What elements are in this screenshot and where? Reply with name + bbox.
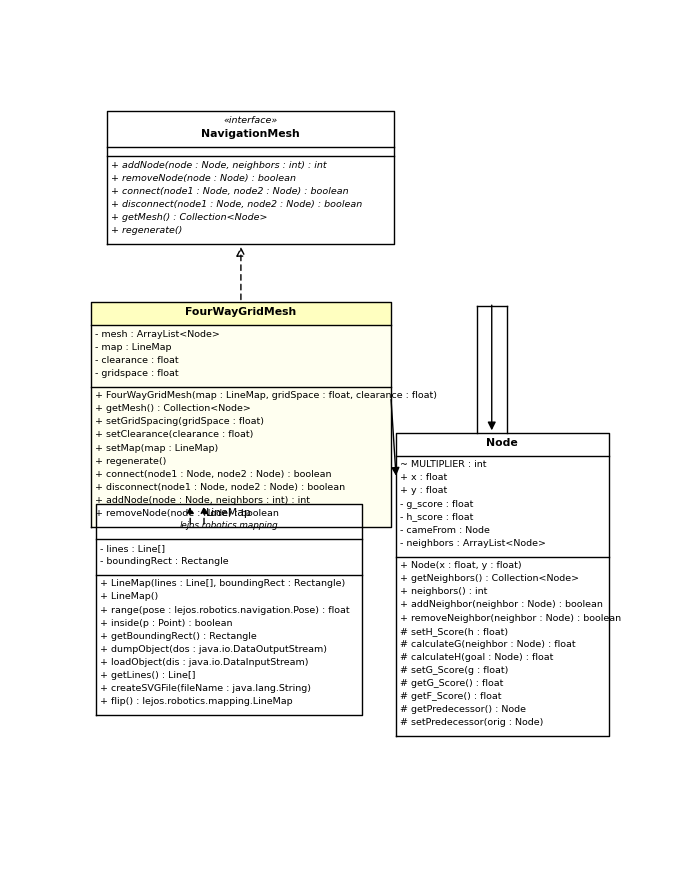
Bar [107, 111, 393, 244]
Text: # setG_Score(g : float): # setG_Score(g : float) [401, 665, 509, 675]
Text: + flip() : lejos.robotics.mapping.LineMap: + flip() : lejos.robotics.mapping.LineMa… [101, 697, 293, 706]
Text: LineMap: LineMap [206, 509, 252, 518]
Text: # getG_Score() : float: # getG_Score() : float [401, 679, 503, 688]
Text: + removeNode(node : Node) : boolean: + removeNode(node : Node) : boolean [111, 174, 296, 183]
Text: + loadObject(dis : java.io.DataInputStream): + loadObject(dis : java.io.DataInputStre… [101, 658, 309, 667]
Bar [107, 111, 393, 147]
Text: + y : float: + y : float [401, 487, 448, 496]
Text: # calculateG(neighbor : Node) : float: # calculateG(neighbor : Node) : float [401, 639, 576, 649]
Text: + setGridSpacing(gridSpace : float): + setGridSpacing(gridSpace : float) [95, 417, 264, 427]
Bar [91, 302, 391, 527]
Text: + regenerate(): + regenerate() [95, 456, 166, 466]
Text: + range(pose : lejos.robotics.navigation.Pose) : float: + range(pose : lejos.robotics.navigation… [101, 605, 350, 615]
Text: - clearance : float: - clearance : float [95, 355, 179, 365]
Text: - mesh : ArrayList<Node>: - mesh : ArrayList<Node> [95, 329, 220, 339]
Text: + Node(x : float, y : float): + Node(x : float, y : float) [401, 561, 522, 571]
Text: + dumpObject(dos : java.io.DataOutputStream): + dumpObject(dos : java.io.DataOutputStr… [101, 645, 327, 654]
Text: + inside(p : Point) : boolean: + inside(p : Point) : boolean [101, 618, 233, 628]
Text: + LineMap(lines : Line[], boundingRect : Rectangle): + LineMap(lines : Line[], boundingRect :… [101, 579, 346, 588]
Text: + getBoundingRect() : Rectangle: + getBoundingRect() : Rectangle [101, 631, 258, 641]
Text: + LineMap(): + LineMap() [101, 592, 159, 602]
Text: # getPredecessor() : Node: # getPredecessor() : Node [401, 706, 527, 714]
Text: # getF_Score() : float: # getF_Score() : float [401, 692, 502, 701]
Text: # setH_Score(h : float): # setH_Score(h : float) [401, 626, 508, 636]
Text: lejos.robotics.mapping: lejos.robotics.mapping [179, 522, 278, 530]
Text: - h_score : float: - h_score : float [401, 513, 474, 522]
Text: + FourWayGridMesh(map : LineMap, gridSpace : float, clearance : float): + FourWayGridMesh(map : LineMap, gridSpa… [95, 391, 437, 401]
Text: - g_score : float: - g_score : float [401, 500, 474, 509]
Bar [396, 433, 608, 736]
Text: + getLines() : Line[]: + getLines() : Line[] [101, 671, 196, 680]
Text: + setMap(map : LineMap): + setMap(map : LineMap) [95, 443, 219, 453]
Text: - boundingRect : Rectangle: - boundingRect : Rectangle [101, 557, 229, 566]
Bar [96, 503, 362, 539]
Text: + createSVGFile(fileName : java.lang.String): + createSVGFile(fileName : java.lang.Str… [101, 684, 312, 693]
Text: + getMesh() : Collection<Node>: + getMesh() : Collection<Node> [111, 213, 268, 222]
Text: - neighbors : ArrayList<Node>: - neighbors : ArrayList<Node> [401, 539, 547, 548]
Text: + addNode(node : Node, neighbors : int) : int: + addNode(node : Node, neighbors : int) … [95, 496, 310, 505]
Text: + setClearance(clearance : float): + setClearance(clearance : float) [95, 430, 253, 440]
Text: + addNeighbor(neighbor : Node) : boolean: + addNeighbor(neighbor : Node) : boolean [401, 600, 603, 610]
Text: + x : float: + x : float [401, 474, 448, 483]
Text: - gridspace : float: - gridspace : float [95, 368, 179, 378]
Text: + disconnect(node1 : Node, node2 : Node) : boolean: + disconnect(node1 : Node, node2 : Node)… [111, 200, 362, 209]
Bar [396, 433, 608, 456]
Text: + removeNode(node : Node) : boolean: + removeNode(node : Node) : boolean [95, 509, 279, 518]
Text: + connect(node1 : Node, node2 : Node) : boolean: + connect(node1 : Node, node2 : Node) : … [95, 469, 332, 479]
Text: «interface»: «interface» [223, 116, 277, 125]
Text: + regenerate(): + regenerate() [111, 226, 182, 235]
Text: # calculateH(goal : Node) : float: # calculateH(goal : Node) : float [401, 652, 553, 662]
Text: + neighbors() : int: + neighbors() : int [401, 587, 488, 597]
Bar [91, 302, 391, 325]
Text: NavigationMesh: NavigationMesh [201, 129, 299, 139]
Bar [96, 503, 362, 715]
Text: Node: Node [486, 438, 519, 448]
Text: ~ MULTIPLIER : int: ~ MULTIPLIER : int [401, 460, 487, 469]
Text: + disconnect(node1 : Node, node2 : Node) : boolean: + disconnect(node1 : Node, node2 : Node)… [95, 483, 345, 492]
Text: - cameFrom : Node: - cameFrom : Node [401, 526, 490, 535]
Text: - lines : Line[]: - lines : Line[] [101, 544, 166, 553]
Text: # setPredecessor(orig : Node): # setPredecessor(orig : Node) [401, 719, 544, 727]
Text: FourWayGridMesh: FourWayGridMesh [185, 307, 297, 317]
Text: + connect(node1 : Node, node2 : Node) : boolean: + connect(node1 : Node, node2 : Node) : … [111, 187, 349, 196]
Text: + getMesh() : Collection<Node>: + getMesh() : Collection<Node> [95, 404, 251, 414]
Text: + removeNeighbor(neighbor : Node) : boolean: + removeNeighbor(neighbor : Node) : bool… [401, 613, 621, 623]
Text: - map : LineMap: - map : LineMap [95, 342, 172, 352]
Text: + addNode(node : Node, neighbors : int) : int: + addNode(node : Node, neighbors : int) … [111, 161, 327, 170]
Text: + getNeighbors() : Collection<Node>: + getNeighbors() : Collection<Node> [401, 574, 580, 584]
